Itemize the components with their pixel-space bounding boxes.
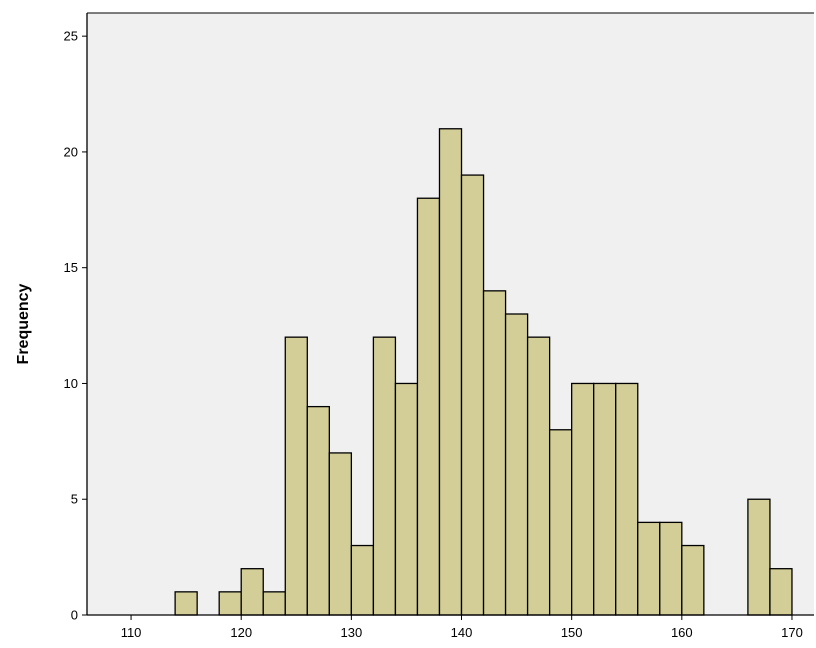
histogram-bar — [504, 313, 529, 616]
histogram-bar — [681, 544, 705, 616]
x-tick-label: 140 — [451, 625, 473, 640]
histogram-bar — [659, 521, 683, 616]
y-tick-label: 5 — [71, 492, 78, 507]
x-tick-label: 160 — [671, 625, 693, 640]
histogram-bar — [438, 128, 463, 616]
histogram-bar — [350, 544, 375, 616]
histogram-bar — [174, 591, 198, 616]
x-tick-label: 130 — [341, 625, 363, 640]
histogram-bar — [416, 197, 441, 616]
histogram-bar — [482, 290, 507, 616]
histogram-bar — [218, 591, 242, 616]
histogram-bar — [262, 591, 286, 616]
histogram-bar — [769, 568, 793, 616]
y-tick-label: 20 — [64, 144, 78, 159]
histogram-bar — [571, 382, 595, 616]
histogram-bar — [284, 336, 308, 616]
y-tick-label: 0 — [71, 608, 78, 623]
y-tick-label: 10 — [64, 376, 78, 391]
histogram-bar — [526, 336, 551, 616]
x-tick-label: 170 — [781, 625, 803, 640]
histogram-bar — [637, 521, 661, 616]
y-tick-label: 25 — [64, 29, 78, 44]
histogram-bar — [240, 568, 264, 616]
axes-layer — [86, 12, 814, 616]
y-tick-label: 15 — [64, 260, 78, 275]
y-axis-label: Frequency — [15, 283, 32, 364]
histogram-bar — [615, 382, 639, 616]
histogram-bar — [460, 174, 485, 616]
ticks-layer: 0 5 10 15 20 25 110 120 130 140 150 160 170 — [64, 29, 803, 640]
histogram-bar — [306, 405, 330, 616]
histogram-bar — [593, 382, 617, 616]
histogram-bar — [747, 498, 771, 616]
histogram-bar — [328, 452, 353, 616]
x-tick-label: 110 — [121, 625, 142, 640]
histogram-bar — [548, 429, 573, 616]
histogram-bar — [372, 336, 397, 616]
x-tick-label: 120 — [230, 625, 252, 640]
x-tick-label: 150 — [561, 625, 583, 640]
histogram-bar — [394, 382, 419, 616]
